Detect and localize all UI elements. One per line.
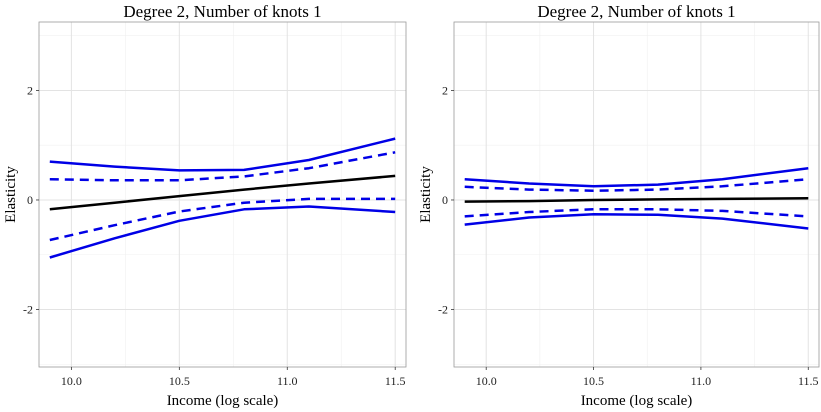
inner-band-line <box>464 208 809 218</box>
outer-band-line <box>49 205 396 259</box>
y-tick-label: 2 <box>442 83 448 97</box>
y-axis-label: Elasticity <box>3 166 19 223</box>
series-lines <box>464 166 809 230</box>
x-tick-label: 11.5 <box>798 374 819 388</box>
x-tick-label: 11.0 <box>277 374 298 388</box>
inner-band-line <box>49 151 396 182</box>
plot-border <box>38 21 407 368</box>
grid-lines <box>39 22 406 367</box>
estimate-line <box>49 174 396 211</box>
outer-band-line <box>49 137 396 172</box>
x-axis-label: Income (log scale) <box>581 393 693 409</box>
outer-band-line <box>464 166 809 188</box>
chart-panel-2: 10.0 10.5 11.0 11.5 -2 0 2 Degree 2, Number of … <box>418 2 820 409</box>
x-tick-label: 10.5 <box>169 374 190 388</box>
y-tick-label: 0 <box>442 193 448 207</box>
y-tick-label: 0 <box>27 193 33 207</box>
x-axis-label: Income (log scale) <box>167 393 279 409</box>
outer-band-line <box>464 212 809 230</box>
chart-panel-1: 10.0 10.5 11.0 11.5 -2 0 2 Degree 2, Number of … <box>3 2 407 409</box>
chart-title: Degree 2, Number of knots 1 <box>537 2 735 21</box>
y-axis-label: Elasticity <box>418 166 434 223</box>
plot-border <box>453 21 820 368</box>
y-tick-label: 2 <box>27 83 33 97</box>
x-tick-label: 11.0 <box>691 374 712 388</box>
chart-title: Degree 2, Number of knots 1 <box>123 2 321 21</box>
x-tick-label: 10.0 <box>61 374 82 388</box>
inner-band-line <box>464 177 809 192</box>
x-tick-label: 11.5 <box>385 374 406 388</box>
series-lines <box>49 137 396 259</box>
grid-lines <box>454 22 819 367</box>
inner-band-line <box>49 197 396 242</box>
y-tick-label: -2 <box>438 303 448 317</box>
y-tick-label: -2 <box>23 303 33 317</box>
x-tick-label: 10.5 <box>583 374 604 388</box>
x-tick-label: 10.0 <box>476 374 497 388</box>
estimate-line <box>464 197 809 203</box>
